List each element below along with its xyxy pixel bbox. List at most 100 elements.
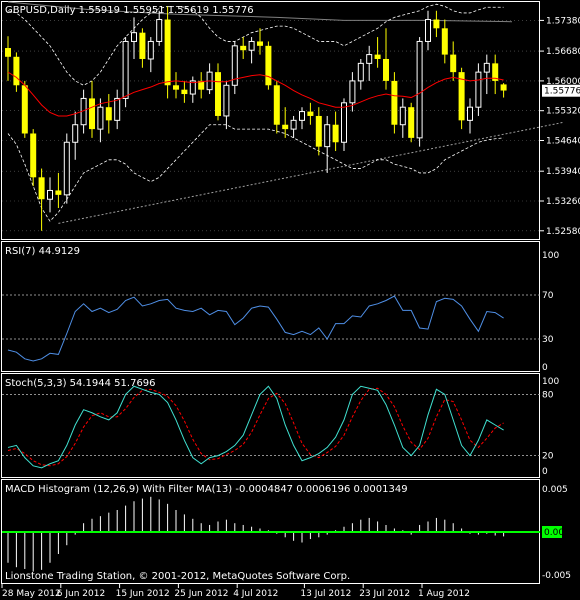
candle bbox=[500, 83, 507, 98]
candle bbox=[223, 80, 230, 130]
macd-plot bbox=[2, 496, 540, 572]
candle-body bbox=[416, 40, 423, 139]
candle-body bbox=[500, 84, 507, 91]
price-tick-label: 1.56680 bbox=[546, 47, 580, 57]
time-tick-label: 25 Jun 2012 bbox=[174, 589, 228, 599]
candle bbox=[399, 98, 406, 138]
stoch-signal-line bbox=[7, 387, 504, 467]
candle-body bbox=[223, 84, 230, 117]
candle-body bbox=[30, 133, 37, 178]
candle bbox=[13, 52, 20, 92]
price-tick-label: 1.52580 bbox=[546, 227, 580, 237]
candle bbox=[425, 10, 431, 51]
candle bbox=[332, 111, 339, 152]
candle-body bbox=[147, 40, 154, 60]
candle-body bbox=[299, 111, 305, 121]
candle-body bbox=[265, 45, 272, 86]
candle bbox=[89, 80, 95, 138]
candle bbox=[30, 129, 37, 187]
candle bbox=[173, 72, 179, 99]
candle-body bbox=[383, 58, 389, 81]
candle-body bbox=[332, 124, 339, 143]
price-panel-title: GBPUSD,Daily 1.55919 1.55951 1.55619 1.5… bbox=[5, 5, 254, 16]
candle-body bbox=[475, 71, 482, 108]
candle bbox=[458, 67, 465, 130]
candle bbox=[105, 94, 112, 134]
price-tick-label: 1.54640 bbox=[546, 137, 580, 147]
candle bbox=[164, 6, 171, 99]
price-tick-label: 1.53260 bbox=[546, 197, 580, 207]
candle-body bbox=[156, 19, 163, 42]
candle-body bbox=[315, 115, 322, 147]
candle-body bbox=[324, 124, 331, 148]
candle-body bbox=[273, 85, 280, 125]
rsi-panel-title: RSI(7) 44.9129 bbox=[5, 246, 80, 257]
candle bbox=[408, 102, 415, 143]
time-tick-label: 23 Jul 2012 bbox=[359, 589, 410, 599]
time-tick-label: 28 May 2012 bbox=[2, 589, 61, 599]
candle-body bbox=[72, 124, 79, 143]
candle-body bbox=[240, 45, 247, 51]
candle-body bbox=[399, 106, 406, 126]
candle-body bbox=[63, 141, 70, 196]
rsi-tick-label: 0 bbox=[542, 363, 548, 373]
candle bbox=[257, 28, 263, 55]
candle bbox=[139, 28, 146, 68]
candle bbox=[475, 63, 482, 116]
candle-body bbox=[55, 190, 62, 195]
candle-body bbox=[357, 62, 364, 82]
rsi-panel-frame bbox=[1, 241, 540, 372]
candle-body bbox=[408, 107, 415, 138]
candle-body bbox=[5, 48, 11, 57]
candle bbox=[122, 37, 129, 108]
candle bbox=[231, 41, 238, 95]
candle-body bbox=[38, 177, 45, 200]
candle-body bbox=[21, 85, 28, 134]
macd-tick-label: 0.005 bbox=[542, 485, 568, 495]
candle bbox=[391, 72, 398, 134]
candle bbox=[383, 28, 389, 90]
candle bbox=[206, 63, 213, 95]
stoch-main-line bbox=[7, 385, 504, 469]
rsi-tick-label: 30 bbox=[542, 335, 554, 345]
lower-band-line bbox=[7, 124, 504, 222]
candle-body bbox=[257, 41, 263, 46]
candle bbox=[21, 80, 28, 138]
candle-body bbox=[131, 32, 137, 42]
candle-body bbox=[173, 85, 179, 90]
candle bbox=[5, 36, 11, 81]
candle bbox=[156, 10, 163, 46]
candle bbox=[299, 107, 305, 130]
candle-body bbox=[47, 189, 53, 200]
candle-body bbox=[13, 56, 20, 86]
candle-body bbox=[391, 80, 398, 125]
candle bbox=[189, 76, 196, 103]
stochastic-plot bbox=[2, 385, 540, 469]
axis-labels: 1.57380 1.56680 1.56000 1.55320 1.54640 1.539… bbox=[1, 16, 580, 599]
candle-body bbox=[198, 80, 205, 90]
time-tick-label: 4 Jul 2012 bbox=[233, 589, 278, 599]
candle-body bbox=[307, 111, 314, 116]
candle-body bbox=[231, 45, 238, 86]
candle bbox=[467, 98, 473, 134]
candle bbox=[114, 89, 121, 130]
macd-tick-label: 0.00 bbox=[544, 528, 564, 538]
candle-body bbox=[139, 32, 146, 59]
candle-body bbox=[349, 80, 356, 104]
candle bbox=[324, 115, 331, 173]
copyright-text: Lionstone Trading Station, © 2001-2012, … bbox=[5, 571, 350, 582]
candle-body bbox=[105, 107, 112, 121]
stoch-panel-title: Stoch(5,3,3) 54.1944 51.7696 bbox=[5, 378, 156, 389]
candle-body bbox=[467, 106, 473, 121]
candle bbox=[97, 98, 104, 143]
candle-body bbox=[425, 19, 431, 42]
candle-body bbox=[374, 54, 381, 59]
current-price-label: 1.55776 bbox=[544, 87, 580, 97]
macd-zero-badge bbox=[542, 526, 562, 538]
rsi-plot bbox=[2, 294, 540, 362]
candle-body bbox=[290, 119, 297, 130]
candle bbox=[366, 45, 373, 81]
time-tick-label: 1 Aug 2012 bbox=[418, 589, 470, 599]
rsi-top-label: 100 bbox=[542, 251, 559, 261]
